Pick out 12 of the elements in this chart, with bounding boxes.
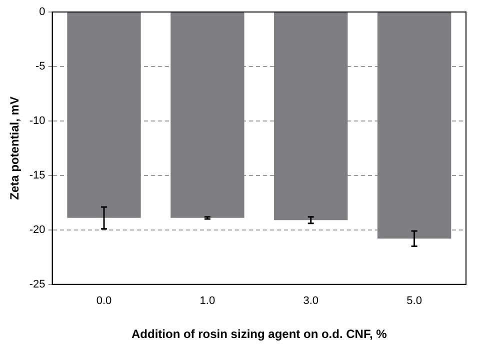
y-tick-label: -15 xyxy=(29,169,46,182)
y-axis-title: Zeta potential, mV xyxy=(8,96,22,200)
x-tick-label: 0.0 xyxy=(96,295,112,308)
y-tick-label: 0 xyxy=(39,6,46,18)
x-tick-label: 3.0 xyxy=(303,295,319,308)
x-tick-label: 1.0 xyxy=(200,295,216,308)
x-axis-title: Addition of rosin sizing agent on o.d. CNF, % xyxy=(131,327,388,342)
y-tick-label: -25 xyxy=(29,278,46,290)
x-tick-label: 5.0 xyxy=(406,295,422,308)
y-tick-label: -20 xyxy=(29,224,46,236)
y-tick-label: -5 xyxy=(36,60,46,73)
y-tick-label: -10 xyxy=(29,114,46,127)
